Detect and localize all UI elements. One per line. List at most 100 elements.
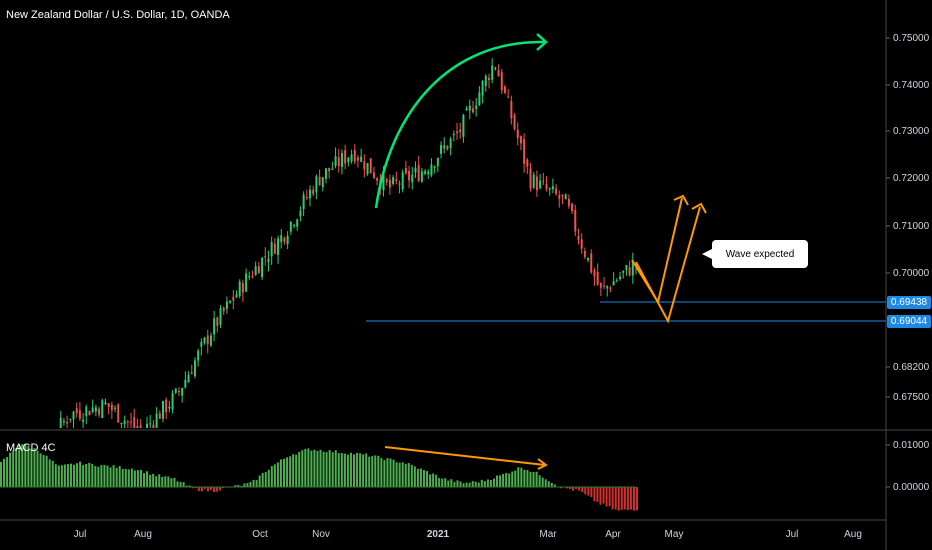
- macd-bar: [483, 481, 486, 487]
- macd-bar: [319, 449, 322, 487]
- macd-bar: [237, 484, 240, 487]
- macd-bar: [304, 448, 307, 487]
- candle-body: [513, 114, 516, 129]
- macd-bar: [636, 487, 638, 511]
- candle-body: [75, 408, 78, 414]
- macd-bar: [33, 448, 36, 487]
- candle-body: [232, 296, 235, 301]
- candle-body: [315, 176, 318, 193]
- macd-bar: [133, 470, 136, 487]
- macd-bar: [45, 455, 48, 487]
- candle-body: [366, 163, 369, 175]
- macd-bar: [9, 452, 12, 487]
- macd-bar: [392, 459, 395, 487]
- macd-bar: [352, 454, 355, 487]
- macd-bar: [356, 452, 359, 487]
- macd-bar: [362, 454, 365, 487]
- candle-body: [622, 271, 625, 273]
- candle-body: [462, 114, 465, 137]
- candle-body: [395, 179, 398, 182]
- candle-body: [85, 406, 88, 417]
- macd-bar: [325, 452, 328, 487]
- macd-bar: [505, 473, 508, 487]
- macd-divergence-arrowhead: [537, 458, 548, 470]
- candle-body: [619, 276, 622, 280]
- candle-body: [440, 145, 443, 154]
- candle-body: [277, 238, 280, 256]
- candle-body: [347, 157, 350, 163]
- macd-bar: [608, 487, 611, 507]
- candle-body: [155, 413, 158, 428]
- macd-bar: [380, 458, 383, 487]
- macd-bar: [88, 462, 91, 487]
- candle-body: [181, 388, 184, 396]
- candle-body: [219, 308, 222, 325]
- macd-bar: [12, 450, 15, 487]
- candle-body: [417, 165, 420, 182]
- macd-bar: [185, 485, 188, 487]
- macd-bar: [182, 482, 185, 487]
- macd-bar: [368, 456, 371, 487]
- macd-bar: [383, 460, 386, 487]
- time-tick-label: Apr: [605, 529, 621, 540]
- time-tick-label: 2021: [427, 529, 450, 540]
- macd-bar: [286, 457, 289, 487]
- candle-body: [222, 307, 225, 312]
- candle-body: [497, 69, 500, 77]
- macd-bar: [395, 462, 398, 487]
- candle-body: [91, 407, 94, 413]
- macd-bar: [474, 481, 477, 487]
- candle-body: [599, 282, 602, 288]
- orange-wave-1: [631, 197, 683, 305]
- macd-bar: [532, 471, 535, 487]
- macd-bar: [216, 487, 219, 492]
- macd-bar: [575, 487, 578, 489]
- macd-bar: [136, 470, 139, 487]
- macd-bar: [85, 463, 88, 487]
- candle-body: [545, 184, 548, 189]
- macd-bar: [365, 453, 368, 487]
- macd-bar: [197, 487, 200, 492]
- macd-bar: [346, 454, 349, 487]
- candle-body: [283, 237, 286, 242]
- macd-bar: [334, 450, 337, 487]
- macd-bar: [276, 462, 279, 487]
- macd-bar: [526, 470, 529, 487]
- candle-body: [248, 276, 251, 278]
- candle-body: [382, 174, 385, 191]
- candle-body: [580, 239, 583, 249]
- macd-bar: [149, 474, 152, 487]
- candle-body: [101, 400, 104, 419]
- macd-bar: [422, 470, 425, 487]
- macd-bar: [194, 487, 197, 489]
- macd-bar: [94, 466, 97, 487]
- macd-bar: [596, 487, 599, 502]
- candle-body: [456, 131, 459, 134]
- macd-bar: [109, 467, 112, 487]
- macd-tick-label: 0.00000: [893, 482, 930, 493]
- macd-bar: [553, 484, 556, 487]
- candle-body: [523, 139, 526, 164]
- macd-bar: [261, 472, 264, 487]
- macd-bar: [386, 458, 389, 487]
- macd-bar: [444, 478, 447, 487]
- candle-body: [500, 72, 503, 91]
- macd-bar: [435, 474, 438, 487]
- macd-bar: [97, 466, 100, 487]
- macd-bar: [6, 457, 9, 487]
- candle-body: [507, 96, 510, 98]
- price-tick-label: 0.68200: [893, 362, 930, 373]
- macd-bar: [429, 474, 432, 487]
- candle-body: [245, 273, 248, 292]
- candle-body: [296, 219, 299, 227]
- candle-body: [104, 402, 107, 405]
- candle-body: [229, 300, 232, 303]
- macd-bar: [130, 468, 133, 487]
- candle-body: [529, 168, 532, 189]
- macd-bar: [42, 455, 45, 487]
- macd-bar: [477, 482, 480, 487]
- macd-bar: [3, 458, 6, 487]
- macd-bar: [76, 463, 79, 487]
- macd-bar: [115, 467, 118, 487]
- macd-bar: [572, 487, 575, 491]
